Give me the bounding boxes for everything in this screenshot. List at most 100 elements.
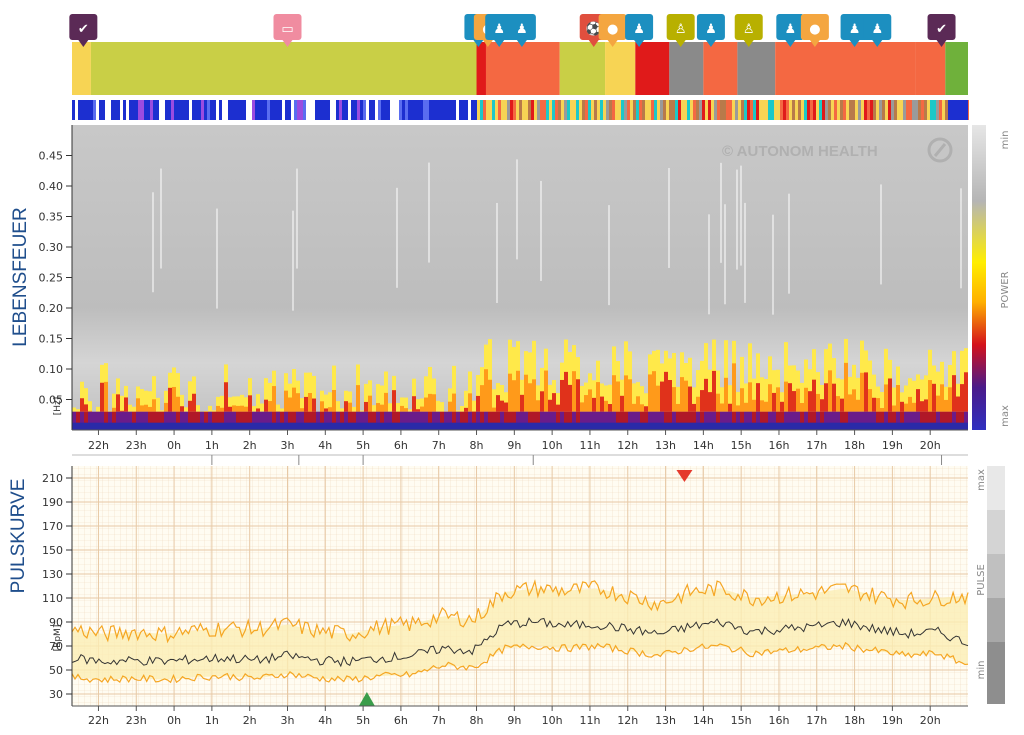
icon-glyph: ♟ xyxy=(849,22,861,37)
posture-cell xyxy=(915,100,918,120)
spectro-column-base xyxy=(828,411,832,423)
spectro-column-core xyxy=(256,408,260,412)
posture-cell xyxy=(405,100,408,120)
spectro-column-core xyxy=(84,404,88,412)
posture-cell xyxy=(801,100,804,120)
walk-icon: ♙ xyxy=(666,14,695,47)
pulse-x-tick-label: 9h xyxy=(507,714,521,727)
posture-cell xyxy=(942,100,945,120)
activity-segment xyxy=(605,42,636,95)
spectro-x-tick-label: 1h xyxy=(205,439,219,452)
posture-cell xyxy=(657,100,660,120)
spectro-column-core xyxy=(700,390,704,412)
spectro-column xyxy=(336,401,340,412)
spectro-column-base xyxy=(544,411,548,423)
spectro-column-core xyxy=(624,375,628,412)
meal-icon: ● xyxy=(800,14,829,47)
icon-pointer xyxy=(809,40,820,47)
spectro-column-core xyxy=(532,379,536,412)
spectro-column-base xyxy=(92,411,96,423)
spectro-column-base xyxy=(156,411,160,423)
posture-cell xyxy=(579,100,582,120)
spectro-column-core xyxy=(324,408,328,412)
spectro-column xyxy=(472,400,476,412)
spectro-column-base xyxy=(584,411,588,423)
posture-cell xyxy=(933,100,936,120)
spectro-column-base xyxy=(284,411,288,423)
pulse-y-axis: 30 50 70 90 110 130 150 170 190 210 xyxy=(42,466,73,706)
spectro-column xyxy=(848,376,852,412)
pulse-x-tick-label: 7h xyxy=(432,714,446,727)
posture-cell xyxy=(609,100,612,120)
spectro-column-core xyxy=(668,379,672,412)
spectro-column xyxy=(640,386,644,412)
watermark-logo xyxy=(927,137,953,163)
icon-pointer xyxy=(588,40,599,47)
posture-cell xyxy=(420,100,423,120)
spectro-column-base xyxy=(96,411,100,423)
posture-cell xyxy=(831,100,834,120)
pulse-x-tick-label: 0h xyxy=(167,714,181,727)
posture-cell xyxy=(465,100,468,120)
spectro-column-core xyxy=(960,384,964,412)
posture-cell xyxy=(642,100,645,120)
posture-cell xyxy=(768,100,771,120)
spectro-column xyxy=(112,393,116,412)
spectro-streak xyxy=(740,165,742,266)
spectro-column xyxy=(708,369,712,412)
posture-cell xyxy=(924,100,927,120)
spectro-column-core xyxy=(496,395,500,412)
spectro-column-base xyxy=(308,411,312,423)
spectro-column-core xyxy=(528,383,532,412)
spectro-column xyxy=(176,373,180,412)
spectro-column-core xyxy=(140,405,144,412)
posture-cell xyxy=(453,100,456,120)
spectro-column xyxy=(608,384,612,412)
spectro-streak xyxy=(668,167,670,268)
spectro-column-base xyxy=(752,411,756,423)
spectro-column-core xyxy=(844,362,848,412)
spectro-x-tick-label: 13h xyxy=(655,439,676,452)
pulse-x-tick-label: 19h xyxy=(882,714,903,727)
activity-segment xyxy=(635,42,670,95)
spectro-column-core xyxy=(192,393,196,412)
spectro-column-core xyxy=(900,401,904,412)
spectro-column-core xyxy=(168,387,172,412)
spectro-column-base xyxy=(844,411,848,423)
posture-cell xyxy=(531,100,534,120)
spectro-x-tick-label: 6h xyxy=(394,439,408,452)
posture-cell xyxy=(780,100,783,120)
spectro-column-base xyxy=(900,411,904,423)
posture-cell xyxy=(171,100,174,120)
spectro-column xyxy=(80,381,84,412)
spectro-column-base xyxy=(392,411,396,423)
activity-segment xyxy=(737,42,776,95)
icon-pointer xyxy=(482,40,493,47)
posture-cell xyxy=(588,100,591,120)
activity-bars xyxy=(72,42,968,95)
posture-cell xyxy=(339,100,342,120)
spectro-column xyxy=(720,387,724,412)
spectro-column-core xyxy=(896,384,900,412)
spectro-column-base xyxy=(180,411,184,423)
spectro-column-core xyxy=(636,396,640,412)
posture-cell xyxy=(468,100,471,120)
spectro-column-base xyxy=(524,411,528,423)
spectro-column-base xyxy=(924,411,928,423)
spectro-x-tick-label: 16h xyxy=(768,439,789,452)
spectro-column-core xyxy=(248,395,252,412)
spectro-column xyxy=(632,383,636,412)
spectro-column-base xyxy=(328,411,332,423)
posture-cell xyxy=(123,100,126,120)
posture-cell xyxy=(741,100,744,120)
spectro-column xyxy=(244,397,248,412)
spectro-column-core xyxy=(112,407,116,412)
spectro-column-core xyxy=(584,395,588,412)
posture-cell xyxy=(660,100,663,120)
posture-cell xyxy=(441,100,444,120)
icon-glyph: ♟ xyxy=(705,22,717,37)
spectro-column-core xyxy=(572,371,576,412)
spectro-column-core xyxy=(580,402,584,412)
spectro-column-base xyxy=(456,411,460,423)
spectro-column-core xyxy=(524,374,528,412)
